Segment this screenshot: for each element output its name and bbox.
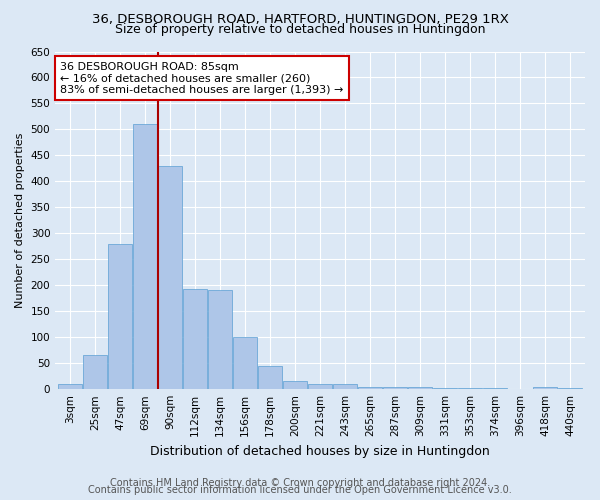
Bar (358, 386, 382, 389)
Bar (183, 289, 207, 389)
Bar (58, 384, 82, 389)
Text: Contains public sector information licensed under the Open Government Licence v3: Contains public sector information licen… (88, 485, 512, 495)
Bar (308, 384, 332, 389)
Bar (333, 384, 357, 389)
Bar (108, 244, 132, 389)
Bar (533, 386, 557, 389)
Bar (383, 386, 407, 389)
Bar (433, 388, 457, 389)
Bar (233, 337, 257, 389)
Text: Size of property relative to detached houses in Huntingdon: Size of property relative to detached ho… (115, 22, 485, 36)
Bar (458, 388, 482, 389)
Bar (158, 166, 182, 389)
X-axis label: Distribution of detached houses by size in Huntingdon: Distribution of detached houses by size … (150, 444, 490, 458)
Bar (133, 124, 157, 389)
Bar (483, 388, 507, 389)
Text: Contains HM Land Registry data © Crown copyright and database right 2024.: Contains HM Land Registry data © Crown c… (110, 478, 490, 488)
Bar (83, 356, 107, 389)
Text: 36, DESBOROUGH ROAD, HARTFORD, HUNTINGDON, PE29 1RX: 36, DESBOROUGH ROAD, HARTFORD, HUNTINGDO… (92, 12, 508, 26)
Text: 36 DESBOROUGH ROAD: 85sqm
← 16% of detached houses are smaller (260)
83% of semi: 36 DESBOROUGH ROAD: 85sqm ← 16% of detac… (61, 62, 344, 95)
Bar (258, 366, 282, 389)
Bar (283, 382, 307, 389)
Bar (208, 290, 232, 389)
Bar (558, 388, 582, 389)
Y-axis label: Number of detached properties: Number of detached properties (15, 132, 25, 308)
Bar (408, 386, 432, 389)
